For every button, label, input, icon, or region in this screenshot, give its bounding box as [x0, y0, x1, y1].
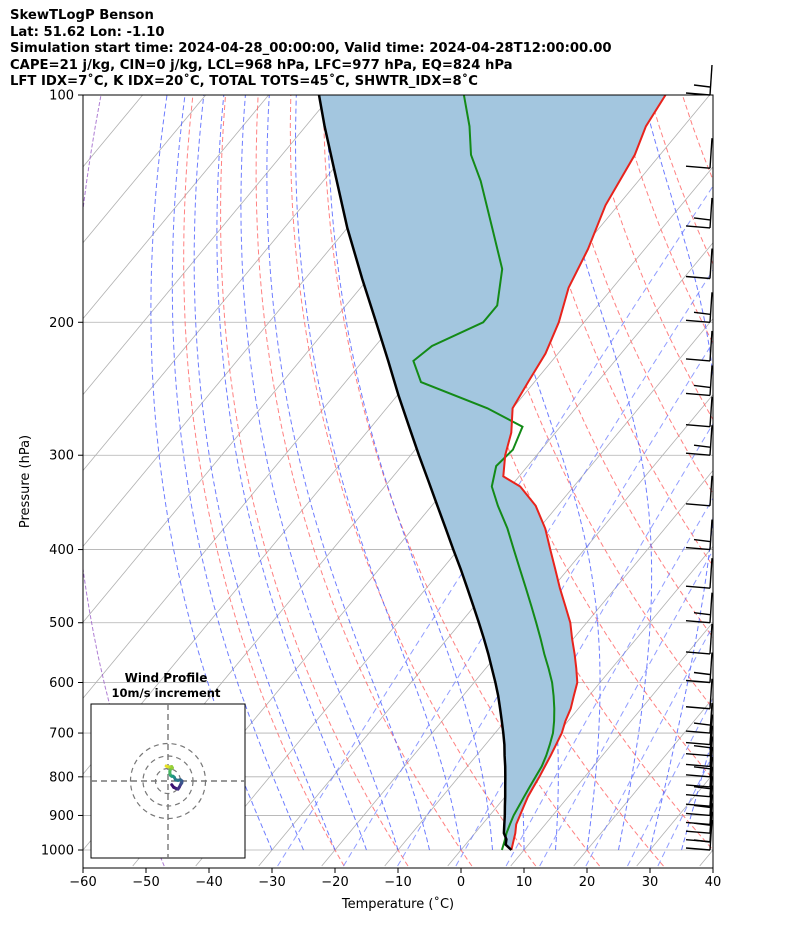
isotherm-line: [0, 95, 80, 866]
moist-adiabat: [240, 95, 399, 851]
stability-indices-2: LFT IDX=7˚C, K IDX=20˚C, TOTAL TOTS=45˚C…: [10, 74, 478, 89]
isotherm-line: [83, 95, 206, 244]
wind-barb: [685, 330, 713, 362]
wind-barb: [685, 703, 713, 734]
wind-barb: [685, 558, 713, 589]
moist-adiabat: [543, 95, 653, 851]
moist-adiabat: [468, 95, 601, 851]
wind-barb: [685, 64, 713, 96]
isotherm-line: [699, 849, 713, 867]
moist-adiabat: [642, 95, 713, 851]
y-tick-label: 200: [49, 316, 74, 331]
wind-barb: [685, 292, 713, 323]
isotherm-line: [510, 621, 713, 867]
dry-adiabat: [183, 95, 345, 867]
moist-adiabat: [294, 95, 462, 851]
moist-adiabat: [171, 95, 304, 851]
y-tick-label: 700: [49, 727, 74, 742]
dry-adiabat: [748, 95, 794, 866]
hodograph-title: Wind Profile: [125, 671, 208, 685]
wind-barb: [685, 248, 713, 280]
y-tick-label: 100: [49, 89, 74, 104]
wind-barb: [685, 714, 713, 746]
mixing-ratio-line: [455, 422, 713, 867]
moist-adiabat: [216, 95, 367, 851]
y-tick-label: 300: [49, 449, 74, 464]
x-tick-label: 20: [579, 875, 596, 890]
x-tick-label: −40: [195, 875, 222, 890]
moist-adiabat: [150, 95, 273, 851]
hodograph-segment: [164, 764, 169, 769]
wind-barb: [685, 519, 713, 551]
wind-barb: [685, 736, 713, 768]
dry-adiabat: [289, 95, 537, 867]
wind-barb: [685, 197, 713, 229]
wind-barb: [685, 678, 713, 710]
mixing-ratio-line: [585, 624, 713, 867]
wind-barb: [685, 425, 713, 456]
x-axis-label: Temperature (˚C): [341, 896, 454, 912]
y-tick-label: 900: [49, 809, 74, 824]
dry-adiabat: [551, 95, 713, 495]
simulation-times: Simulation start time: 2024-04-28_00:00:…: [10, 41, 612, 56]
mixing-ratio-line: [505, 497, 713, 867]
x-tick-label: −30: [258, 875, 285, 890]
isotherm-line: [83, 95, 332, 396]
moist-adiabat: [193, 95, 336, 851]
wind-barb: [685, 623, 713, 655]
wind-barb: [685, 652, 713, 684]
mixing-ratio-line: [343, 269, 713, 867]
y-tick-label: 500: [49, 616, 74, 631]
dewpoint-profile: [412, 95, 556, 851]
isotherm-line: [83, 95, 269, 320]
dry-adiabat: [486, 95, 713, 639]
station-title: SkewTLogP Benson: [10, 8, 154, 23]
parcel-profile: [317, 95, 513, 851]
isotherm-line: [195, 242, 713, 867]
isotherm-line: [258, 318, 713, 867]
temperature-profile: [502, 95, 667, 851]
x-tick-label: −50: [132, 875, 159, 890]
moist-adiabat: [712, 848, 713, 850]
isotherm-line: [384, 469, 713, 867]
wind-barb: [685, 365, 713, 397]
dry-adiabat: [322, 95, 600, 867]
mixing-ratio-line: [397, 341, 713, 867]
x-tick-label: 40: [705, 875, 722, 890]
mixing-ratio-line: [539, 549, 713, 867]
wind-barb: [685, 138, 713, 169]
wind-barb: [685, 592, 713, 624]
moist-adiabat: [327, 95, 493, 851]
x-tick-label: 0: [457, 875, 465, 890]
wind-barb: [685, 725, 713, 757]
isotherm-line: [573, 697, 713, 867]
y-tick-label: 800: [49, 770, 74, 785]
x-tick-label: −20: [321, 875, 348, 890]
dry-adiabat: [255, 95, 473, 867]
isotherm-line: [83, 95, 395, 472]
y-tick-label: 1000: [41, 844, 74, 859]
x-tick-label: −10: [384, 875, 411, 890]
chart-header: SkewTLogP Benson Lat: 51.62 Lon: -1.10 S…: [10, 8, 612, 91]
x-tick-label: 10: [516, 875, 533, 890]
cape-shading: [319, 95, 666, 850]
wind-barb: [685, 396, 713, 428]
dry-adiabat: [780, 95, 794, 866]
dry-adiabat: [715, 95, 794, 866]
dry-adiabat: [453, 95, 713, 710]
dry-adiabat: [584, 95, 713, 421]
stability-indices-1: CAPE=21 j/kg, CIN=0 j/kg, LCL=968 hPa, L…: [10, 57, 513, 73]
y-tick-label: 600: [49, 676, 74, 691]
y-axis-label: Pressure (hPa): [18, 435, 33, 528]
y-tick-label: 400: [49, 543, 74, 558]
hodograph-subtitle: 10m/s increment: [112, 686, 221, 700]
wind-barb: [685, 475, 713, 507]
x-tick-label: 30: [642, 875, 659, 890]
mixing-ratio-line: [277, 185, 713, 867]
isotherm-line: [321, 393, 713, 867]
x-tick-label: −60: [69, 875, 96, 890]
station-location: Lat: 51.62 Lon: -1.10: [10, 24, 165, 40]
